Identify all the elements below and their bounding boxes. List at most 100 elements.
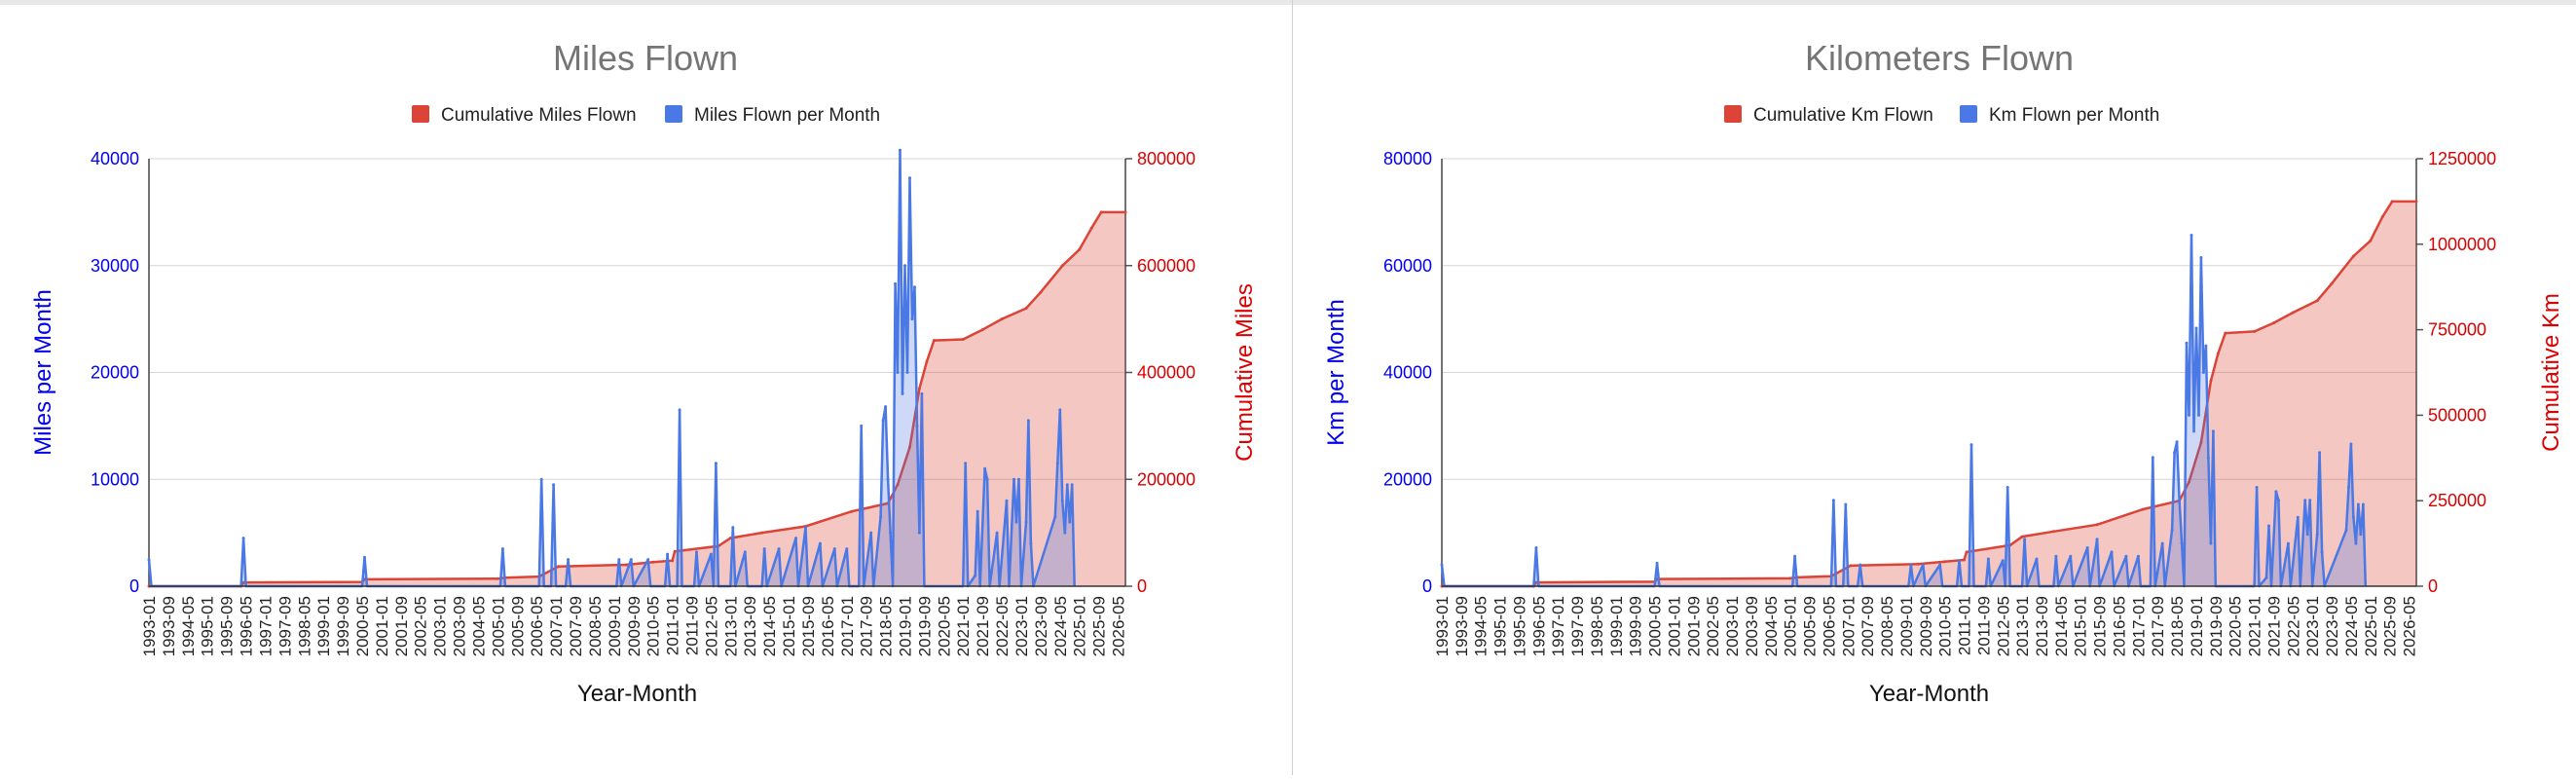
cumulative-point	[2390, 200, 2394, 204]
x-tick-label: 2001-09	[1684, 596, 1703, 656]
monthly-point	[2151, 456, 2154, 460]
legend-swatch-1	[665, 105, 682, 123]
monthly-point	[2175, 440, 2179, 444]
x-tick-label: 2001-01	[1666, 596, 1684, 656]
monthly-point	[777, 547, 781, 551]
monthly-point	[2320, 550, 2324, 554]
cumulative-point	[2141, 507, 2145, 511]
monthly-point	[2315, 533, 2319, 537]
panel-divider	[1292, 0, 1293, 775]
monthly-point	[1065, 483, 1069, 487]
cumulative-point	[961, 338, 965, 341]
x-tick-label: 2020-05	[2226, 596, 2245, 656]
x-tick-label: 1999-09	[334, 596, 352, 656]
monthly-point	[1005, 499, 1009, 502]
monthly-point	[1014, 520, 1018, 524]
monthly-point	[908, 176, 911, 180]
monthly-point	[731, 526, 735, 530]
x-tick-label: 2007-09	[1858, 596, 1877, 656]
monthly-point	[1986, 557, 1990, 561]
monthly-point	[567, 558, 570, 562]
cumulative-point	[1788, 576, 1792, 580]
right-tick-label: 600000	[1137, 256, 1196, 276]
legend-swatch-0	[412, 105, 429, 123]
monthly-point	[2006, 486, 2009, 489]
cumulative-point	[2199, 441, 2203, 444]
legend-label-0: Cumulative Miles Flown	[441, 105, 637, 126]
monthly-point	[2136, 554, 2140, 558]
cumulative-point	[1060, 264, 1064, 268]
monthly-point	[2035, 557, 2039, 561]
monthly-point	[1655, 561, 1659, 565]
x-tick-label: 2003-01	[1723, 596, 1742, 656]
x-tick-label: 1994-05	[1472, 596, 1490, 656]
right-tick-label: 800000	[1137, 149, 1196, 168]
x-tick-label: 2014-05	[2052, 596, 2071, 656]
monthly-point	[2188, 413, 2190, 417]
monthly-point	[2286, 541, 2290, 545]
x-tick-label: 1993-01	[140, 596, 159, 656]
x-tick-label: 2007-01	[547, 596, 566, 656]
x-tick-label: 2021-01	[954, 596, 973, 656]
cumulative-point	[2291, 311, 2295, 315]
x-tick-label: 1999-01	[1607, 596, 1626, 656]
cumulative-point	[980, 328, 984, 332]
cumulative-point	[2369, 239, 2373, 242]
x-tick-label: 1995-01	[1491, 596, 1510, 656]
monthly-point	[1793, 554, 1797, 558]
monthly-point	[2264, 576, 2268, 579]
monthly-point	[2001, 559, 2005, 563]
monthly-point	[2180, 541, 2184, 545]
x-tick-label: 2007-09	[567, 596, 585, 656]
x-tick-label: 2018-05	[2168, 596, 2187, 656]
monthly-point	[881, 419, 885, 423]
x-tick-label: 1996-05	[238, 596, 256, 656]
x-tick-label: 2021-09	[2265, 596, 2284, 656]
monthly-point	[666, 552, 670, 556]
x-tick-label: 1995-09	[218, 596, 237, 656]
left-tick-label: 20000	[91, 363, 139, 383]
monthly-point	[629, 558, 633, 562]
monthly-point	[241, 537, 245, 540]
monthly-point	[2199, 256, 2203, 259]
legend-label-0: Cumulative Km Flown	[1753, 105, 1933, 126]
left-tick-label: 0	[129, 576, 139, 596]
left-axis-title: Miles per Month	[30, 289, 56, 456]
monthly-point	[985, 477, 989, 481]
monthly-point	[2204, 344, 2208, 348]
cumulative-point	[1534, 580, 1538, 584]
monthly-point	[2354, 541, 2358, 545]
monthly-point	[363, 555, 366, 559]
monthly-point	[2178, 499, 2182, 502]
cumulative-point	[2051, 530, 2055, 534]
x-tick-label: 2020-05	[935, 596, 953, 656]
monthly-point	[896, 371, 900, 374]
cumulative-point	[1099, 210, 1103, 214]
legend-swatch-0	[1724, 105, 1742, 123]
cumulative-point	[1849, 564, 1853, 568]
x-tick-label: 2008-05	[1878, 596, 1896, 656]
monthly-point	[2054, 554, 2058, 558]
x-tick-label: 2015-01	[2072, 596, 2090, 656]
monthly-point	[2194, 326, 2198, 330]
x-tick-label: 2026-05	[2401, 596, 2419, 656]
monthly-point	[2305, 533, 2309, 537]
x-tick-label: 2011-09	[1974, 596, 1993, 655]
x-tick-label: 1999-01	[314, 596, 333, 656]
monthly-point	[695, 550, 698, 554]
x-tick-label: 2003-09	[1743, 596, 1761, 656]
monthly-line	[147, 148, 1076, 588]
monthly-point	[869, 531, 873, 535]
right-axis-title: Cumulative Miles	[1232, 283, 1258, 462]
x-tick-label: 2006-05	[1820, 596, 1838, 656]
left-tick-label: 60000	[1383, 256, 1432, 276]
monthly-point	[894, 281, 898, 285]
x-tick-label: 2022-05	[2284, 596, 2302, 656]
monthly-point	[743, 550, 747, 554]
monthly-point	[1029, 541, 1033, 545]
cumulative-point	[908, 445, 911, 449]
monthly-point	[1017, 477, 1020, 481]
cumulative-point	[1943, 560, 1947, 564]
right-tick-label: 1250000	[2428, 149, 2496, 168]
monthly-point	[1026, 419, 1030, 423]
